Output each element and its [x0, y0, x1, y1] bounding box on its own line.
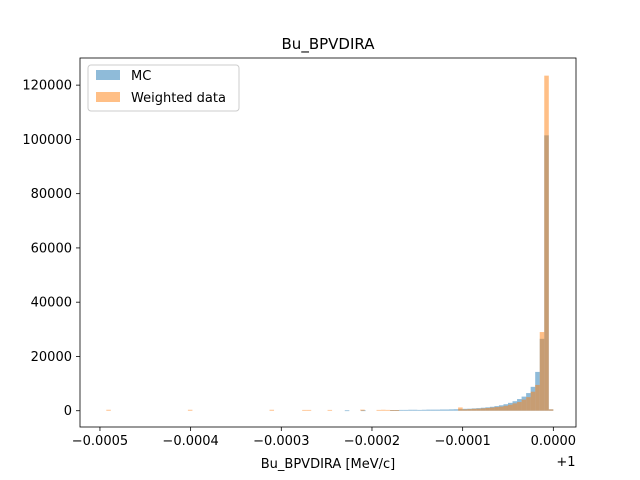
bar-weighted-data: [530, 391, 536, 411]
bar-weighted-data: [507, 404, 513, 411]
axes-frame: [79, 57, 577, 428]
bar-mc: [412, 409, 418, 411]
bar-weighted-data: [480, 408, 486, 411]
x-tick-label: −0.0004: [162, 434, 218, 449]
bar-mc: [435, 409, 440, 411]
bar-weighted-data: [462, 409, 468, 411]
bar-weighted-data: [521, 399, 527, 411]
bar-mc: [449, 409, 454, 411]
bar-weighted-data: [458, 407, 463, 411]
x-tick-label: −0.0002: [344, 434, 400, 449]
y-tick-label: 0: [64, 404, 72, 419]
bar-weighted-data: [306, 409, 312, 411]
x-tick-label: 0.0000: [531, 434, 577, 449]
bar-weighted-data: [381, 409, 386, 411]
bar-mc: [344, 410, 350, 412]
legend-box: [87, 64, 240, 112]
bar-weighted-data: [548, 409, 554, 411]
y-tick-label: 40000: [31, 296, 72, 311]
x-offset-label: +1: [556, 455, 575, 470]
bar-weighted-data: [471, 408, 477, 411]
bar-weighted-data: [394, 410, 400, 411]
bar-weighted-data: [526, 397, 531, 411]
legend-swatch-weighted-data: [96, 92, 120, 102]
bar-weighted-data: [302, 409, 307, 411]
bar-mc: [408, 409, 413, 411]
bar-weighted-data: [106, 409, 111, 411]
bar-weighted-data: [494, 407, 499, 411]
bar-weighted-data: [539, 332, 545, 411]
bar-weighted-data: [376, 409, 382, 411]
y-tick-label: 80000: [31, 187, 72, 202]
legend-label-weighted-data: Weighted data: [131, 91, 226, 106]
legend: MC Weighted data: [87, 64, 240, 112]
y-tick-label: 20000: [31, 350, 72, 365]
y-tick-label: 100000: [22, 133, 72, 148]
y-tick-label: 120000: [22, 79, 72, 94]
bar-mc: [430, 409, 436, 411]
bar-weighted-data: [187, 409, 193, 411]
bar-weighted-data: [535, 384, 540, 411]
bar-weighted-data: [517, 402, 522, 411]
bar-weighted-data: [385, 409, 391, 411]
x-axis-label: Bu_BPVDIRA [MeV/c]: [261, 457, 395, 472]
bar-weighted-data: [476, 408, 481, 411]
bar-weighted-data: [360, 409, 365, 411]
bar-mc: [453, 409, 459, 411]
bar-mc: [403, 409, 409, 411]
bar-mc: [426, 409, 431, 411]
bar-weighted-data: [327, 409, 333, 411]
y-tick-label: 60000: [31, 241, 72, 256]
x-tick-label: −0.0005: [72, 434, 128, 449]
x-tick-label: −0.0003: [253, 434, 309, 449]
bar-weighted-data: [467, 409, 472, 411]
bar-weighted-data: [503, 405, 508, 411]
bar-weighted-data: [390, 410, 395, 411]
bar-weighted-data: [489, 407, 495, 411]
bar-mc: [421, 409, 427, 411]
bar-weighted-data: [544, 75, 549, 411]
y-axis: 0 20000 40000 60000 80000 100000 120000: [22, 79, 80, 419]
bar-mc: [417, 409, 422, 411]
bar-mc: [439, 409, 445, 411]
legend-label-mc: MC: [131, 69, 151, 84]
bar-weighted-data: [485, 408, 490, 411]
bars-weighted-data: [106, 75, 554, 411]
x-tick-label: −0.0001: [434, 434, 490, 449]
bar-mc: [399, 409, 404, 411]
x-axis: −0.0005 −0.0004 −0.0003 −0.0002 −0.0001 0.000…: [72, 427, 576, 449]
bar-mc: [444, 409, 450, 411]
bar-weighted-data: [498, 406, 504, 411]
legend-swatch-mc: [96, 70, 120, 80]
chart-title: Bu_BPVDIRA: [282, 35, 376, 54]
bar-weighted-data: [512, 403, 518, 411]
bar-weighted-data: [269, 409, 275, 411]
